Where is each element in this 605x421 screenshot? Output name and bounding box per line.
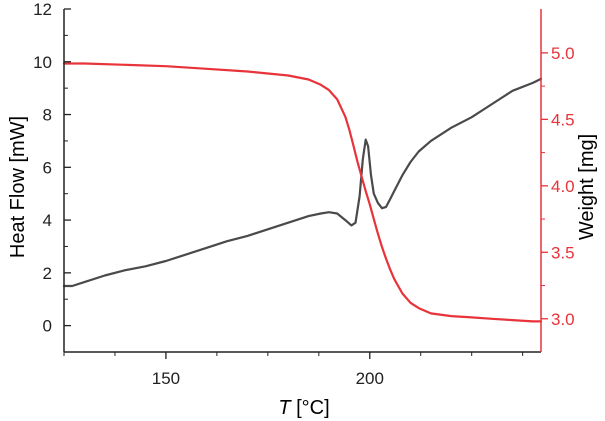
left-y-tick-label: 0 <box>43 317 52 336</box>
left-y-tick-label: 8 <box>43 106 52 125</box>
right-y-tick-label: 5.0 <box>551 44 575 63</box>
right-y-tick-label: 4.5 <box>551 110 575 129</box>
x-axis-title-unit: [°C] <box>291 397 330 419</box>
x-axis-title: T [°C] <box>278 397 329 419</box>
right-y-axis-title: Weight [mg] <box>576 134 598 240</box>
axes <box>63 8 548 359</box>
left-y-tick-label: 12 <box>33 0 52 19</box>
right-y-tick-label: 3.0 <box>551 310 575 329</box>
left-y-tick-label: 4 <box>43 211 52 230</box>
right-y-tick-label: 3.5 <box>551 243 575 262</box>
series-layer <box>62 62 543 323</box>
tick-labels: 0 2 4 6 8 10 12 3.0 3.5 4.0 4.5 5.0 150 200 <box>33 0 575 388</box>
x-tick-label: 200 <box>356 369 384 388</box>
left-y-axis-title: Heat Flow [mW] <box>7 116 29 258</box>
left-y-tick-label: 6 <box>43 158 52 177</box>
heat-flow-series-line <box>62 77 543 288</box>
left-y-tick-label: 2 <box>43 264 52 283</box>
x-tick-label: 150 <box>152 369 180 388</box>
left-y-tick-label: 10 <box>33 53 52 72</box>
weight-series-line <box>62 62 543 323</box>
right-y-tick-label: 4.0 <box>551 177 575 196</box>
x-axis-title-var: T <box>278 397 292 419</box>
